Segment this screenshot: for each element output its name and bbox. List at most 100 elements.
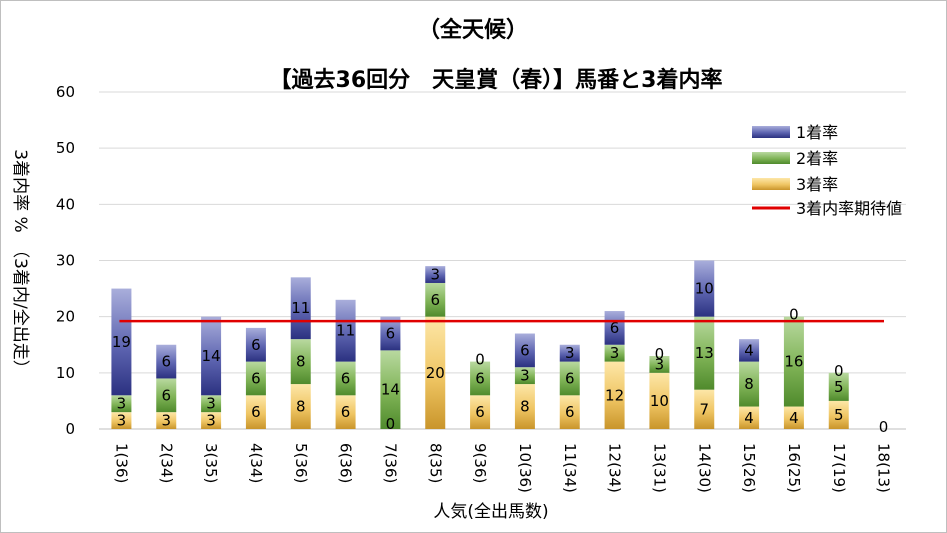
data-label-3rd: 5 — [834, 406, 844, 424]
data-label-2nd: 3 — [655, 355, 665, 373]
data-label-1st: 3 — [565, 344, 575, 362]
data-label-1st: 6 — [386, 325, 396, 343]
x-axis-ticks: 1(36) 2(34) 3(35) 4(34) 5(36) 6(36) 7(36) 8(35)… — [112, 443, 892, 493]
data-label-2nd: 3 — [520, 367, 530, 385]
data-label-2nd: 6 — [251, 369, 261, 387]
bar-segment-3rd — [335, 395, 356, 429]
bar-segment-3rd — [201, 412, 222, 429]
bar-segment-3rd — [156, 412, 177, 429]
bar-segment-3rd — [559, 395, 580, 429]
bar-segment-1st — [290, 277, 311, 340]
data-label-3rd: 3 — [117, 412, 127, 430]
x-tick-label: 17(19) — [830, 443, 848, 493]
y-tick-label: 60 — [56, 83, 75, 101]
bar-segment-2nd — [694, 316, 715, 390]
legend-swatch-1st — [752, 126, 790, 138]
bar-segment-3rd — [425, 316, 446, 429]
bar-segment-3rd — [604, 361, 625, 429]
chart-subtitle: 【過去36回分 天皇賞（春）】馬番と3着内率 — [270, 67, 723, 93]
x-tick-label: 8(35) — [426, 443, 444, 483]
data-label-2nd: 6 — [161, 386, 171, 404]
y-tick-label: 10 — [56, 364, 75, 382]
bar-segment-1st — [335, 299, 356, 362]
y-tick-label: 50 — [56, 139, 75, 157]
data-label-3rd: 8 — [520, 398, 530, 416]
x-tick-label: 16(25) — [785, 443, 803, 493]
data-label-1st: 19 — [112, 333, 131, 351]
data-label-1st: 0 — [789, 306, 799, 324]
data-label-3rd: 6 — [251, 403, 261, 421]
bar-segment-3rd — [828, 400, 849, 429]
data-label-3rd: 3 — [161, 412, 171, 430]
x-tick-label: 15(26) — [740, 443, 758, 493]
bar-segment-3rd — [783, 406, 804, 429]
x-tick-label: 7(36) — [381, 443, 399, 483]
x-tick-label: 4(34) — [247, 443, 265, 483]
bar-segment-2nd — [828, 372, 849, 401]
data-label-3rd: 3 — [206, 412, 216, 430]
y-tick-label: 40 — [56, 195, 75, 213]
x-tick-label: 6(36) — [337, 443, 355, 483]
bar-segment-3rd — [694, 389, 715, 429]
bar-segment-1st — [694, 260, 715, 317]
legend-swatch-3rd — [752, 178, 790, 190]
data-label-2nd: 5 — [834, 378, 844, 396]
chart-title: （全天候） — [418, 17, 528, 43]
data-label-1st: 0 — [475, 351, 485, 369]
data-label-2nd: 14 — [381, 381, 400, 399]
bar-segment-2nd — [470, 361, 491, 396]
bar-segment-2nd — [335, 361, 356, 396]
bar-segment-2nd — [604, 344, 625, 362]
bars — [111, 260, 849, 429]
bar-segment-1st — [111, 288, 132, 396]
data-label-1st: 11 — [291, 299, 310, 317]
data-label-2nd: 16 — [784, 353, 803, 371]
data-label-2nd: 8 — [296, 353, 306, 371]
bar-segment-1st — [604, 311, 625, 345]
bar-segment-1st — [380, 316, 401, 351]
data-label-1st: 6 — [610, 319, 620, 337]
bar-segment-2nd — [514, 367, 535, 385]
data-label-2nd: 3 — [117, 395, 127, 413]
data-label-3rd: 20 — [426, 364, 445, 382]
x-tick-label: 12(34) — [606, 443, 624, 493]
y-tick-label: 20 — [56, 308, 75, 326]
y-tick-label: 30 — [56, 252, 75, 270]
bar-segment-2nd — [111, 395, 132, 413]
data-label-3rd: 6 — [565, 403, 575, 421]
bar-segment-3rd — [470, 395, 491, 429]
data-label-1st: 6 — [251, 336, 261, 354]
bar-segment-1st — [739, 339, 760, 362]
data-label-2nd: 6 — [565, 369, 575, 387]
y-axis-label: 3着内率 % （3着内/全出走） — [10, 149, 30, 376]
data-label-3rd: 0 — [386, 415, 396, 433]
data-label-1st: 0 — [879, 418, 889, 436]
bar-segment-2nd — [425, 282, 446, 317]
data-label-3rd: 7 — [699, 400, 709, 418]
data-label-3rd: 8 — [296, 398, 306, 416]
bar-segment-3rd — [739, 406, 760, 429]
y-axis-ticks: 0 10 20 30 40 50 60 — [56, 83, 75, 438]
legend-label-1st: 1着率 — [796, 123, 838, 142]
data-label-1st: 10 — [695, 280, 714, 298]
bar-segment-2nd — [156, 378, 177, 413]
data-label-3rd: 6 — [475, 403, 485, 421]
x-tick-label: 13(31) — [650, 443, 668, 493]
data-label-1st: 14 — [202, 347, 221, 365]
bar-segment-1st — [245, 327, 266, 362]
x-tick-label: 10(36) — [516, 443, 534, 493]
bar-segment-2nd — [649, 355, 670, 373]
y-tick-label: 0 — [65, 420, 75, 438]
legend-swatch-2nd — [752, 152, 790, 164]
x-tick-label: 1(36) — [112, 443, 130, 483]
bar-segment-2nd — [245, 361, 266, 396]
bar-segment-2nd — [783, 316, 804, 407]
bar-segment-2nd — [380, 350, 401, 429]
data-label-3rd: 6 — [341, 403, 351, 421]
bar-segment-3rd — [111, 412, 132, 429]
legend-label-3rd: 3着率 — [796, 175, 838, 194]
x-tick-label: 2(34) — [157, 443, 175, 483]
data-label-3rd: 4 — [744, 409, 754, 427]
bar-segment-3rd — [245, 395, 266, 429]
